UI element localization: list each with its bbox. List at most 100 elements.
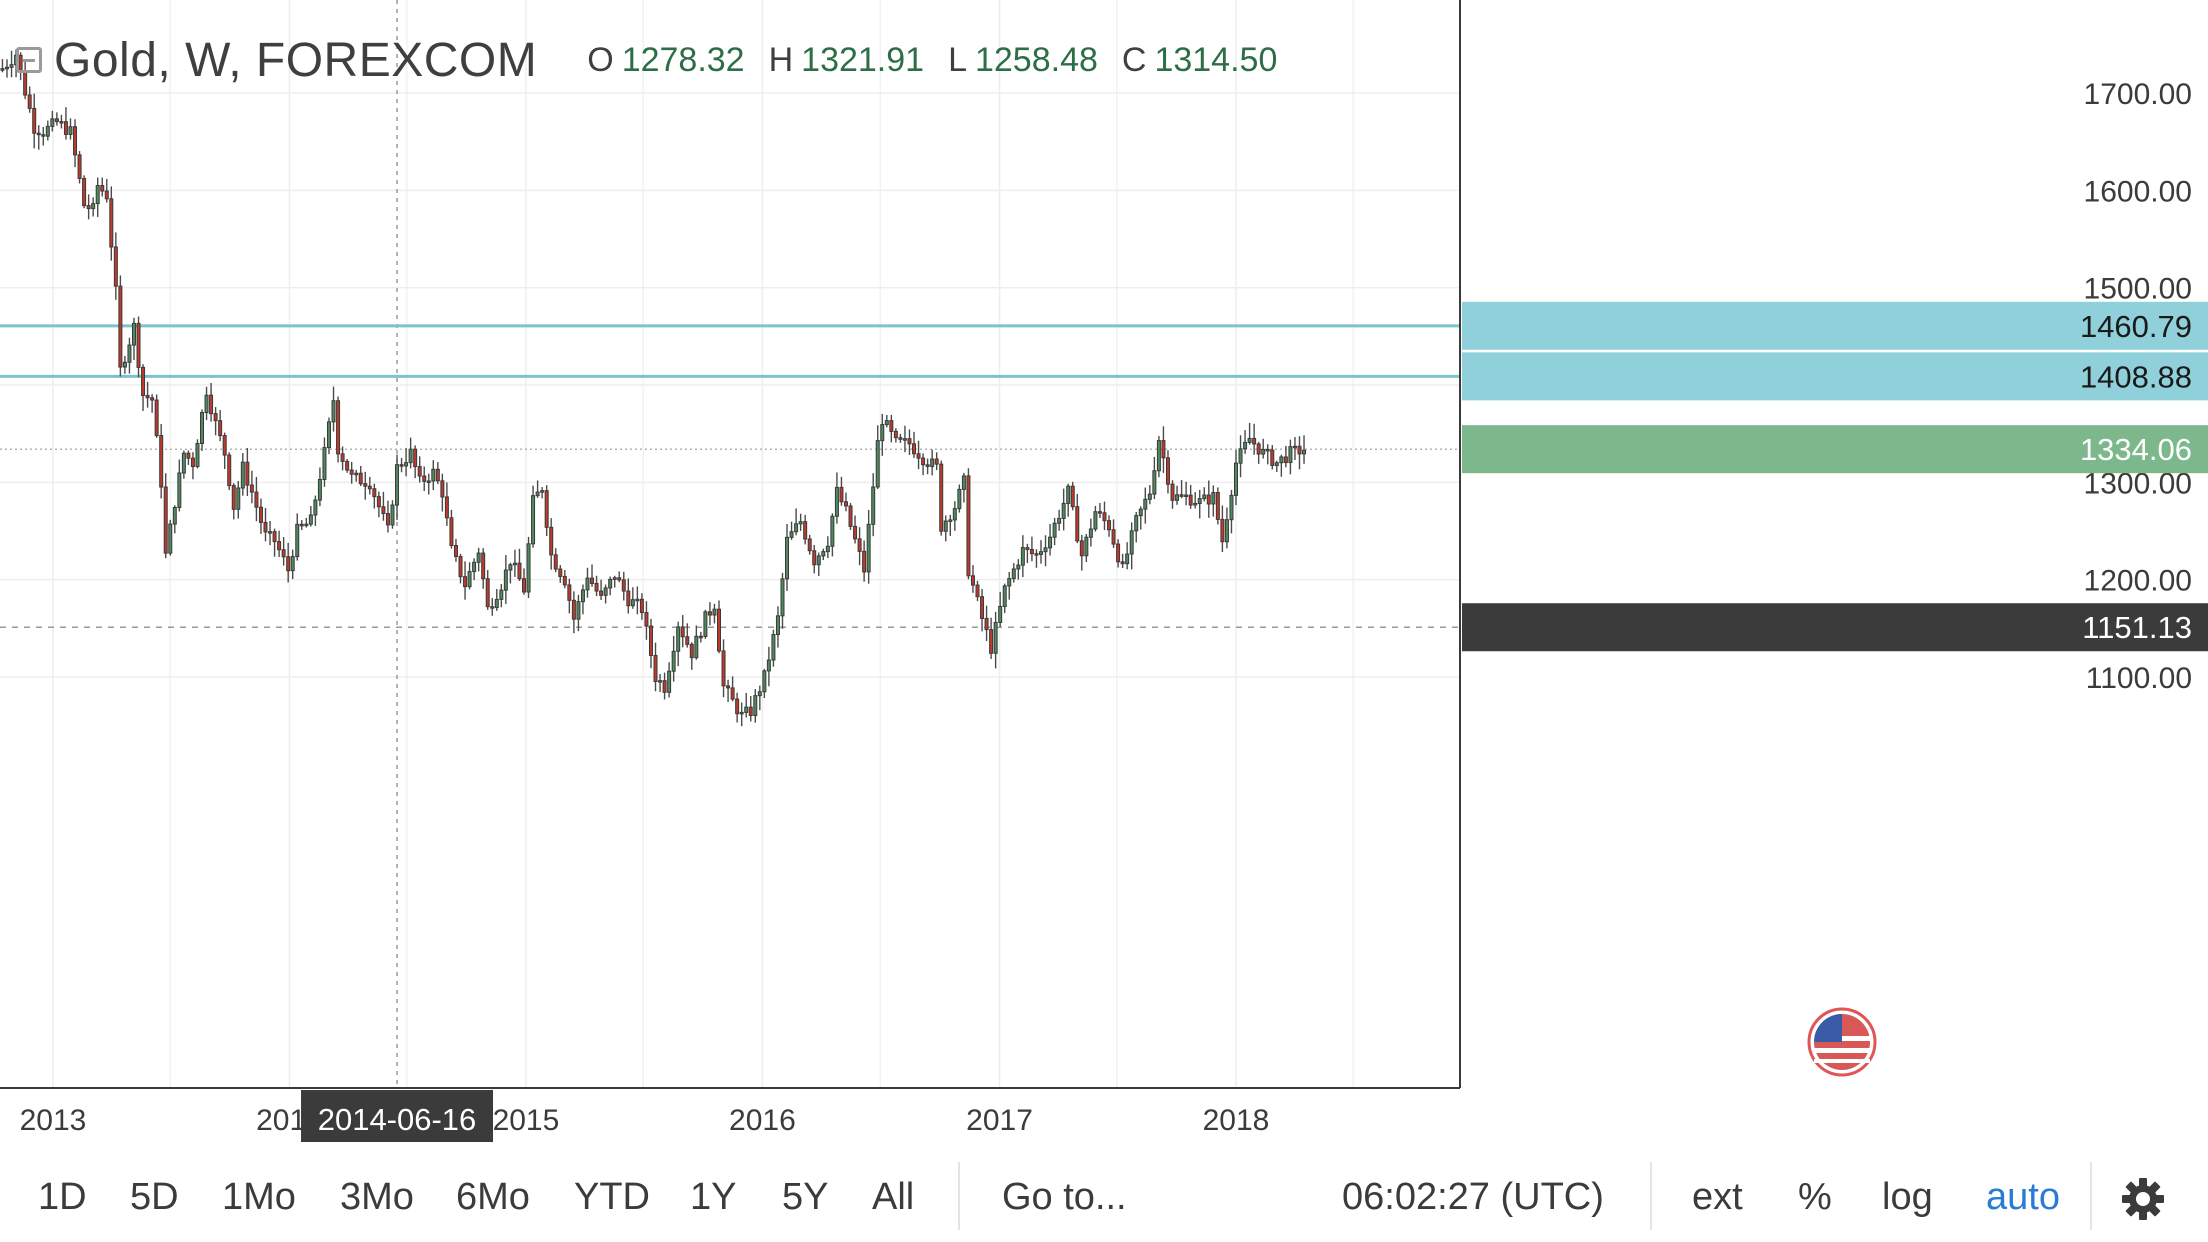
candle-body — [295, 523, 300, 558]
candle-body — [998, 605, 1003, 623]
candle-body — [431, 468, 436, 482]
candle-body — [984, 617, 989, 631]
x-tick-label: 2017 — [966, 1104, 1033, 1137]
horizontal-levels[interactable] — [0, 324, 1460, 450]
candle-body — [576, 601, 581, 620]
candle-body — [766, 659, 771, 672]
candle-body — [45, 125, 50, 137]
candle-body — [499, 589, 504, 600]
range-ytd-button[interactable]: YTD — [574, 1176, 650, 1218]
candle-body — [843, 501, 848, 507]
candle-body — [848, 505, 853, 527]
candle-body — [59, 121, 64, 124]
candle-body — [154, 399, 159, 437]
range-6mo-button[interactable]: 6Mo — [456, 1176, 530, 1218]
candle-body — [970, 575, 975, 586]
candle-body — [231, 485, 236, 510]
candle-body — [694, 635, 699, 659]
candle-body — [213, 413, 218, 422]
auto-scale-toggle[interactable]: auto — [1986, 1176, 2060, 1218]
candle-body — [680, 626, 685, 638]
candle-body — [1016, 564, 1021, 570]
candle-body — [794, 523, 799, 533]
price-chart[interactable]: 1100.001200.001300.001400.001500.001600.… — [0, 0, 2208, 1156]
candle-body — [703, 611, 708, 638]
toolbar-divider — [2090, 1162, 2092, 1230]
candle-body — [308, 514, 313, 525]
candle-body — [798, 521, 803, 525]
candle-body — [1079, 540, 1084, 557]
candle-body — [1156, 440, 1161, 472]
candle-body — [1043, 547, 1048, 553]
candle-body — [902, 438, 907, 441]
candle-body — [268, 531, 273, 534]
candle-body — [862, 550, 867, 573]
candle-body — [807, 538, 812, 552]
candle-body — [313, 499, 318, 516]
candle-body — [1097, 511, 1102, 514]
open-value: 1278.32 — [621, 40, 745, 79]
candle-body — [834, 486, 839, 517]
toolbar-divider — [1650, 1162, 1652, 1230]
candle-body — [644, 612, 649, 627]
candle-body — [1265, 448, 1270, 452]
crosshair-price-tag — [1462, 603, 2208, 652]
candle-body — [340, 453, 345, 462]
candle-body — [871, 486, 876, 525]
goto-button[interactable]: Go to... — [1002, 1176, 1127, 1218]
candle-body — [1188, 494, 1193, 506]
candle-body — [36, 132, 41, 136]
percent-scale-toggle[interactable]: % — [1798, 1176, 1832, 1218]
range-1mo-button[interactable]: 1Mo — [222, 1176, 296, 1218]
candle-body — [32, 107, 37, 134]
candle-body — [667, 670, 672, 693]
candle-body — [707, 611, 712, 616]
candle-body — [921, 457, 926, 466]
x-tick-label: 2013 — [20, 1104, 87, 1137]
candle-body — [889, 420, 894, 432]
candle-body — [975, 584, 980, 598]
candle-body — [1179, 494, 1184, 497]
range-1y-button[interactable]: 1Y — [690, 1176, 737, 1218]
gear-icon[interactable] — [2120, 1176, 2166, 1222]
range-5d-button[interactable]: 5D — [130, 1176, 179, 1218]
range-5y-button[interactable]: 5Y — [782, 1176, 829, 1218]
crosshair-date-tag — [301, 1090, 494, 1142]
axes: 1100.001200.001300.001400.001500.001600.… — [0, 0, 2192, 1137]
candle-body — [1193, 502, 1198, 506]
range-1d-button[interactable]: 1D — [38, 1176, 87, 1218]
close-value: 1314.50 — [1154, 40, 1278, 79]
candle-body — [980, 596, 985, 619]
candle-body — [444, 496, 449, 519]
candle-body — [621, 579, 626, 592]
candle-body — [363, 483, 368, 487]
x-tick-label: 2016 — [729, 1104, 796, 1137]
candle-body — [63, 121, 68, 135]
log-scale-toggle[interactable]: log — [1882, 1176, 1933, 1218]
candle-body — [1070, 485, 1075, 508]
candle-body — [825, 545, 830, 553]
range-all-button[interactable]: All — [872, 1176, 915, 1218]
candle-body — [608, 578, 613, 589]
candle-body — [567, 584, 572, 601]
candle-body — [853, 525, 858, 540]
us-flag-icon[interactable] — [1807, 1007, 1877, 1077]
candle-body — [172, 506, 177, 525]
candle-body — [789, 531, 794, 538]
candle-body — [458, 556, 463, 578]
collapse-icon[interactable] — [16, 47, 42, 73]
candle-body — [472, 561, 477, 573]
range-3mo-button[interactable]: 3Mo — [340, 1176, 414, 1218]
candle-body — [875, 440, 880, 488]
candle-body — [1052, 522, 1057, 538]
candle-body — [580, 589, 585, 603]
candle-body — [744, 706, 749, 713]
grid — [0, 0, 1460, 1088]
candle-body — [245, 461, 250, 486]
candle-body — [1093, 511, 1098, 530]
candle-body — [195, 442, 200, 468]
candle-body — [440, 480, 445, 498]
candle-body — [463, 576, 468, 588]
candle-body — [907, 438, 912, 445]
ext-hours-toggle[interactable]: ext — [1692, 1176, 1743, 1218]
